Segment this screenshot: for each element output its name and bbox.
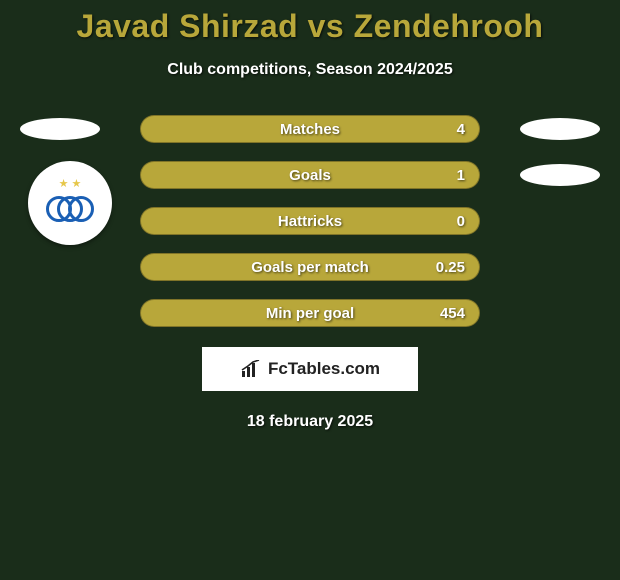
stat-row: Min per goal 454 (0, 299, 620, 327)
stat-label: Matches (280, 121, 340, 138)
stat-value: 4 (457, 121, 465, 138)
player-badge-right (520, 118, 600, 140)
stat-row: ★ ★ Goals 1 (0, 161, 620, 189)
stat-label: Goals per match (251, 259, 369, 276)
stat-row: Goals per match 0.25 (0, 253, 620, 281)
player-badge-right (520, 164, 600, 186)
stat-label: Hattricks (278, 213, 342, 230)
stat-row: Matches 4 (0, 115, 620, 143)
player-badge-left (20, 118, 100, 140)
watermark: FcTables.com (202, 347, 418, 391)
stat-row: Hattricks 0 (0, 207, 620, 235)
stat-label: Goals (289, 167, 331, 184)
watermark-text: FcTables.com (268, 359, 380, 379)
subtitle: Club competitions, Season 2024/2025 (0, 61, 620, 79)
stat-value: 0.25 (436, 259, 465, 276)
stat-pill: Min per goal 454 (140, 299, 480, 327)
stat-pill: Goals per match 0.25 (140, 253, 480, 281)
page-title: Javad Shirzad vs Zendehrooh (0, 8, 620, 45)
date-label: 18 february 2025 (0, 413, 620, 431)
stat-pill: Matches 4 (140, 115, 480, 143)
comparison-card: Javad Shirzad vs Zendehrooh Club competi… (0, 0, 620, 431)
stats-rows: Matches 4 ★ ★ Goals 1 Hattricks 0 Goals per mat… (0, 115, 620, 327)
stat-pill: Goals 1 (140, 161, 480, 189)
stat-pill: Hattricks 0 (140, 207, 480, 235)
chart-icon (240, 360, 262, 378)
stat-value: 1 (457, 167, 465, 184)
stat-value: 454 (440, 305, 465, 322)
stat-label: Min per goal (266, 305, 354, 322)
star-icon: ★ ★ (59, 179, 82, 190)
stat-value: 0 (457, 213, 465, 230)
